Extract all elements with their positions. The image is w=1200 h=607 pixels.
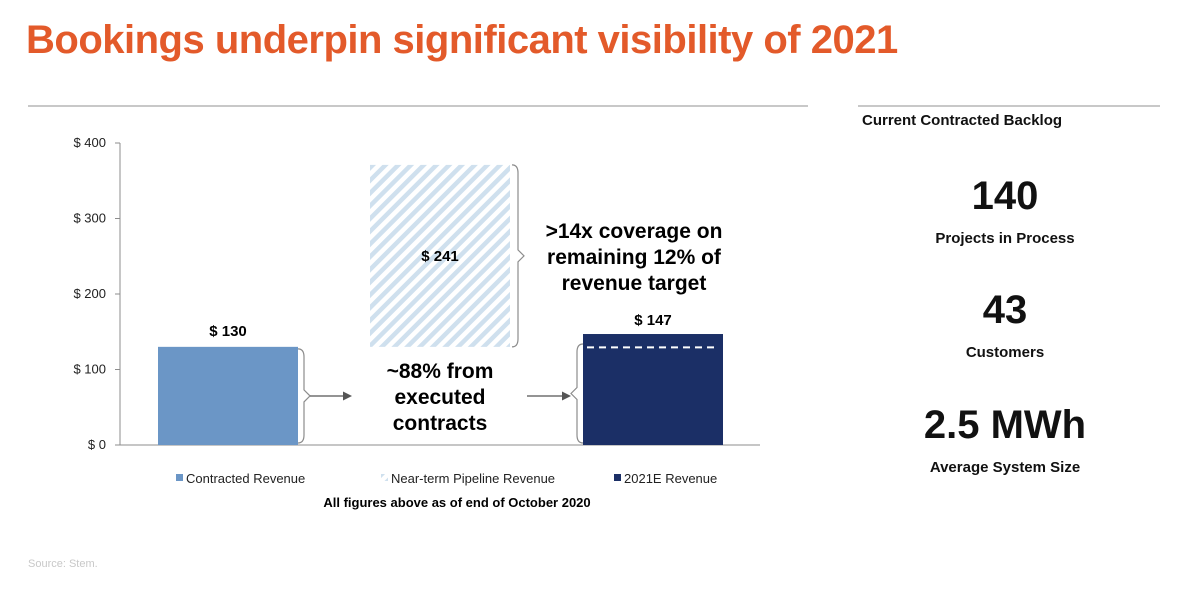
annotation-executed-line: contracts — [393, 412, 488, 435]
stat-projects-value: 140 — [971, 174, 1039, 218]
legend-pipeline-swatch — [381, 474, 388, 481]
page-title: Bookings underpin significant visibility… — [26, 18, 898, 62]
data-label-contracted: $ 130 — [209, 323, 247, 340]
bar-near-term-pipeline — [370, 164, 510, 347]
legend-2021e-swatch — [614, 474, 621, 481]
annotation-coverage-line: revenue target — [562, 272, 707, 295]
backlog-heading: Current Contracted Backlog — [862, 112, 1063, 129]
annotation-coverage-line: remaining 12% of — [547, 246, 722, 269]
backlog-divider — [858, 105, 1160, 107]
bar-2021e-revenue — [583, 334, 723, 445]
arrow-to-executed-head — [343, 391, 352, 401]
source-note: Source: Stem. — [28, 558, 98, 570]
legend-pipeline-label: Near-term Pipeline Revenue — [391, 471, 555, 486]
y-tick-label: $ 400 — [73, 135, 106, 150]
legend-2021e-label: 2021E Revenue — [624, 471, 717, 486]
chart-footnote: All figures above as of end of October 2… — [323, 495, 590, 510]
stat-system-size-label: Average System Size — [929, 459, 1081, 476]
brace-2021e — [570, 343, 584, 444]
arrow-to-2021e-head — [562, 391, 571, 401]
annotation-executed-line: executed — [394, 386, 485, 409]
stat-customers-label: Customers — [965, 344, 1045, 361]
stat-system-size: 2.5 MWh Average System Size — [905, 405, 1105, 476]
stat-projects-label: Projects in Process — [935, 230, 1075, 247]
y-tick-label: $ 300 — [73, 211, 106, 226]
brace-pipeline — [511, 164, 525, 348]
stat-customers-value: 43 — [982, 288, 1028, 332]
data-label-pipeline: $ 241 — [421, 248, 459, 265]
stat-projects: 140 Projects in Process — [905, 176, 1105, 247]
brace-contracted — [297, 348, 311, 444]
annotation-coverage-line: >14x coverage on — [546, 220, 723, 243]
revenue-chart: $ 0 $ 100 $ 200 $ 300 $ 400 $ 130 $ 241 $ 147 ~8… — [73, 135, 760, 510]
y-tick-label: $ 100 — [73, 362, 106, 377]
stat-system-size-value: 2.5 MWh — [923, 403, 1087, 447]
chart-divider — [28, 105, 808, 107]
data-label-2021e: $ 147 — [634, 312, 672, 329]
annotation-executed-line: ~88% from — [387, 360, 494, 383]
legend-contracted-swatch — [176, 474, 183, 481]
y-tick-label: $ 200 — [73, 286, 106, 301]
y-tick-label: $ 0 — [88, 437, 106, 452]
bar-contracted-revenue — [158, 346, 298, 445]
stat-customers: 43 Customers — [905, 290, 1105, 361]
legend-contracted-label: Contracted Revenue — [186, 471, 305, 486]
